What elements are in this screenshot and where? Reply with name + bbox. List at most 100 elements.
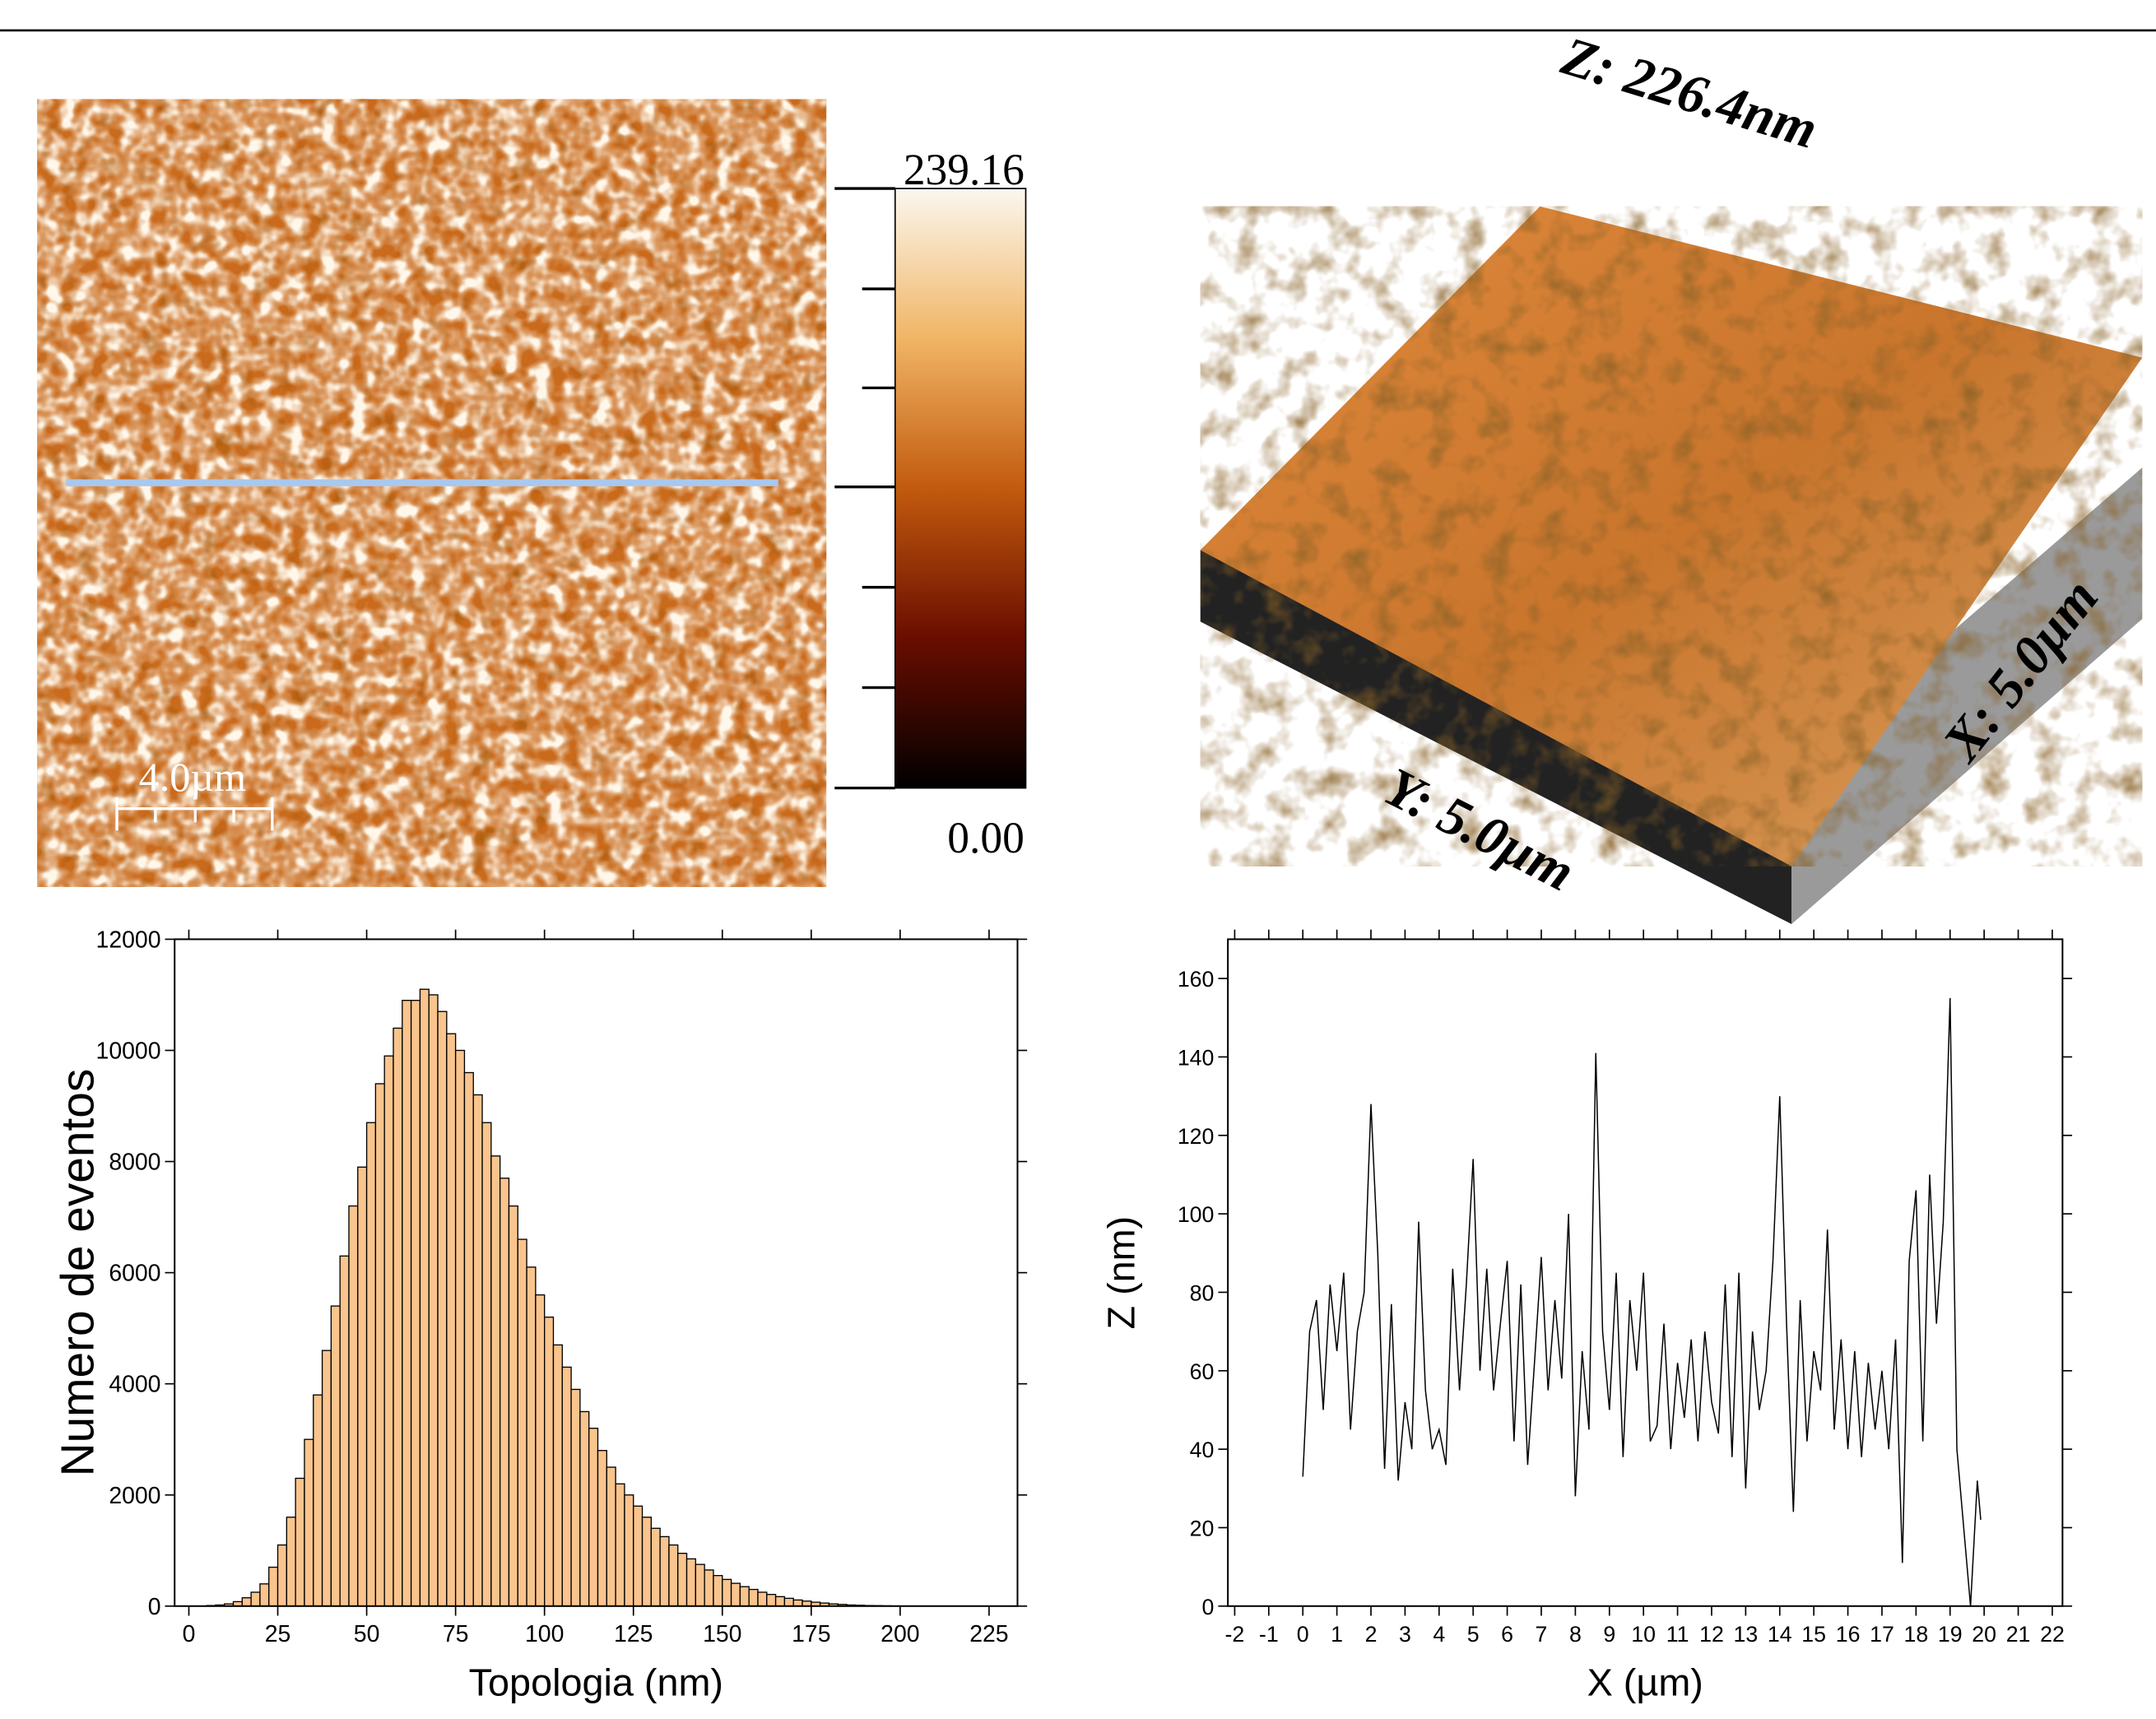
bar bbox=[357, 1166, 368, 1607]
x-tick-label: 12 bbox=[1699, 1622, 1724, 1647]
bar bbox=[783, 1597, 794, 1607]
x-tick-label: 2 bbox=[1365, 1622, 1378, 1647]
bar bbox=[365, 1122, 377, 1607]
side-right bbox=[1791, 467, 2143, 925]
bar bbox=[730, 1582, 741, 1607]
y-tick-label: 10000 bbox=[96, 1038, 161, 1065]
x-tick-label: 11 bbox=[1666, 1622, 1689, 1647]
bar bbox=[704, 1569, 714, 1607]
x-tick-label: 21 bbox=[2006, 1622, 2031, 1647]
bar bbox=[250, 1591, 261, 1607]
bar bbox=[437, 1010, 448, 1607]
y-tick-label: 6000 bbox=[109, 1261, 160, 1287]
bar bbox=[650, 1527, 661, 1607]
x-tick-label: 22 bbox=[2040, 1622, 2065, 1647]
x-tick-label: 0 bbox=[1297, 1622, 1309, 1647]
x-tick-label: 1 bbox=[1331, 1622, 1343, 1647]
y-tick-label: 80 bbox=[1190, 1280, 1215, 1305]
bar bbox=[313, 1394, 323, 1607]
bar bbox=[757, 1591, 768, 1607]
bar bbox=[633, 1505, 644, 1607]
x-tick-label: 3 bbox=[1399, 1622, 1411, 1647]
bar bbox=[463, 1071, 474, 1607]
x-tick-label: 9 bbox=[1603, 1622, 1615, 1647]
y-tick-label: 4000 bbox=[109, 1372, 160, 1398]
x-tick-label: 50 bbox=[354, 1621, 380, 1647]
bar bbox=[419, 988, 430, 1607]
bar bbox=[544, 1316, 555, 1607]
color-bar-min: 0.00 bbox=[947, 813, 1025, 862]
bar bbox=[517, 1238, 527, 1607]
bar bbox=[454, 1049, 466, 1607]
x-tick-label: 100 bbox=[525, 1621, 564, 1647]
bar bbox=[766, 1593, 777, 1607]
x-tick-label: 5 bbox=[1467, 1622, 1480, 1647]
bar bbox=[276, 1544, 288, 1607]
y-tick-label: 8000 bbox=[109, 1150, 160, 1176]
bar bbox=[561, 1366, 572, 1607]
x-tick-label: 150 bbox=[703, 1621, 741, 1647]
y-tick-label: 100 bbox=[1178, 1202, 1215, 1227]
x-tick-label: 15 bbox=[1801, 1622, 1826, 1647]
bar bbox=[659, 1535, 670, 1607]
bar bbox=[393, 1027, 403, 1607]
bar bbox=[588, 1428, 599, 1607]
y-tick-label: 0 bbox=[148, 1594, 161, 1620]
x-tick-label: 8 bbox=[1569, 1622, 1582, 1647]
bar bbox=[490, 1155, 501, 1607]
bar bbox=[713, 1574, 723, 1607]
y-tick-label: 12000 bbox=[96, 927, 161, 953]
y-tick-label: 60 bbox=[1190, 1359, 1215, 1384]
x-tick-label: 200 bbox=[881, 1621, 919, 1647]
x-tick-label: 17 bbox=[1870, 1622, 1894, 1647]
bar bbox=[695, 1563, 705, 1607]
x-tick-label: 14 bbox=[1768, 1622, 1792, 1647]
afm-map: 4.0µm 239.16 0.00 bbox=[37, 99, 1027, 887]
y-tick-label: 120 bbox=[1178, 1124, 1215, 1149]
x-tick-label: -2 bbox=[1225, 1622, 1245, 1647]
color-bar-ticks bbox=[834, 187, 895, 790]
bar bbox=[481, 1122, 492, 1607]
bar bbox=[685, 1558, 697, 1607]
bar bbox=[615, 1483, 625, 1607]
bar bbox=[348, 1205, 359, 1607]
y-tick-label: 40 bbox=[1190, 1438, 1215, 1462]
z-axis-label: Z: 226.4nm bbox=[1554, 25, 1824, 160]
x-tick-label: -1 bbox=[1259, 1622, 1279, 1647]
x-tick-label: 18 bbox=[1903, 1622, 1928, 1647]
bar bbox=[339, 1255, 350, 1607]
x-tick-label: 175 bbox=[792, 1621, 830, 1647]
y-tick-label: 160 bbox=[1178, 967, 1215, 992]
bar bbox=[428, 994, 439, 1607]
bar bbox=[304, 1438, 314, 1607]
bar bbox=[410, 1000, 421, 1607]
bar bbox=[597, 1450, 607, 1607]
x-tick-label: 0 bbox=[183, 1621, 196, 1647]
scale-bar bbox=[115, 797, 274, 831]
x-tick-label: 16 bbox=[1836, 1622, 1861, 1647]
bar bbox=[748, 1588, 759, 1607]
bar bbox=[402, 1000, 412, 1607]
bar bbox=[286, 1517, 296, 1607]
bar bbox=[624, 1494, 634, 1607]
y-tick-label: 0 bbox=[1202, 1595, 1215, 1619]
color-bar bbox=[894, 188, 1027, 789]
x-axis-title: Topologia (nm) bbox=[469, 1661, 723, 1703]
bar bbox=[499, 1178, 510, 1607]
x-tick-label: 225 bbox=[969, 1621, 1008, 1647]
afm-texture-light bbox=[37, 99, 827, 887]
bar bbox=[606, 1466, 616, 1607]
x-axis-title: X (µm) bbox=[1587, 1661, 1703, 1703]
bar bbox=[241, 1597, 252, 1607]
bar bbox=[641, 1517, 652, 1607]
bar bbox=[722, 1578, 732, 1607]
bar bbox=[677, 1552, 688, 1607]
y-tick-label: 2000 bbox=[109, 1483, 160, 1509]
y-axis-title: Z (nm) bbox=[1100, 1216, 1143, 1330]
bar bbox=[330, 1305, 341, 1607]
surface-shading bbox=[1200, 206, 2143, 866]
data-line bbox=[1302, 997, 1982, 1606]
scale-bar-label: 4.0µm bbox=[139, 754, 247, 800]
bar bbox=[535, 1294, 546, 1607]
